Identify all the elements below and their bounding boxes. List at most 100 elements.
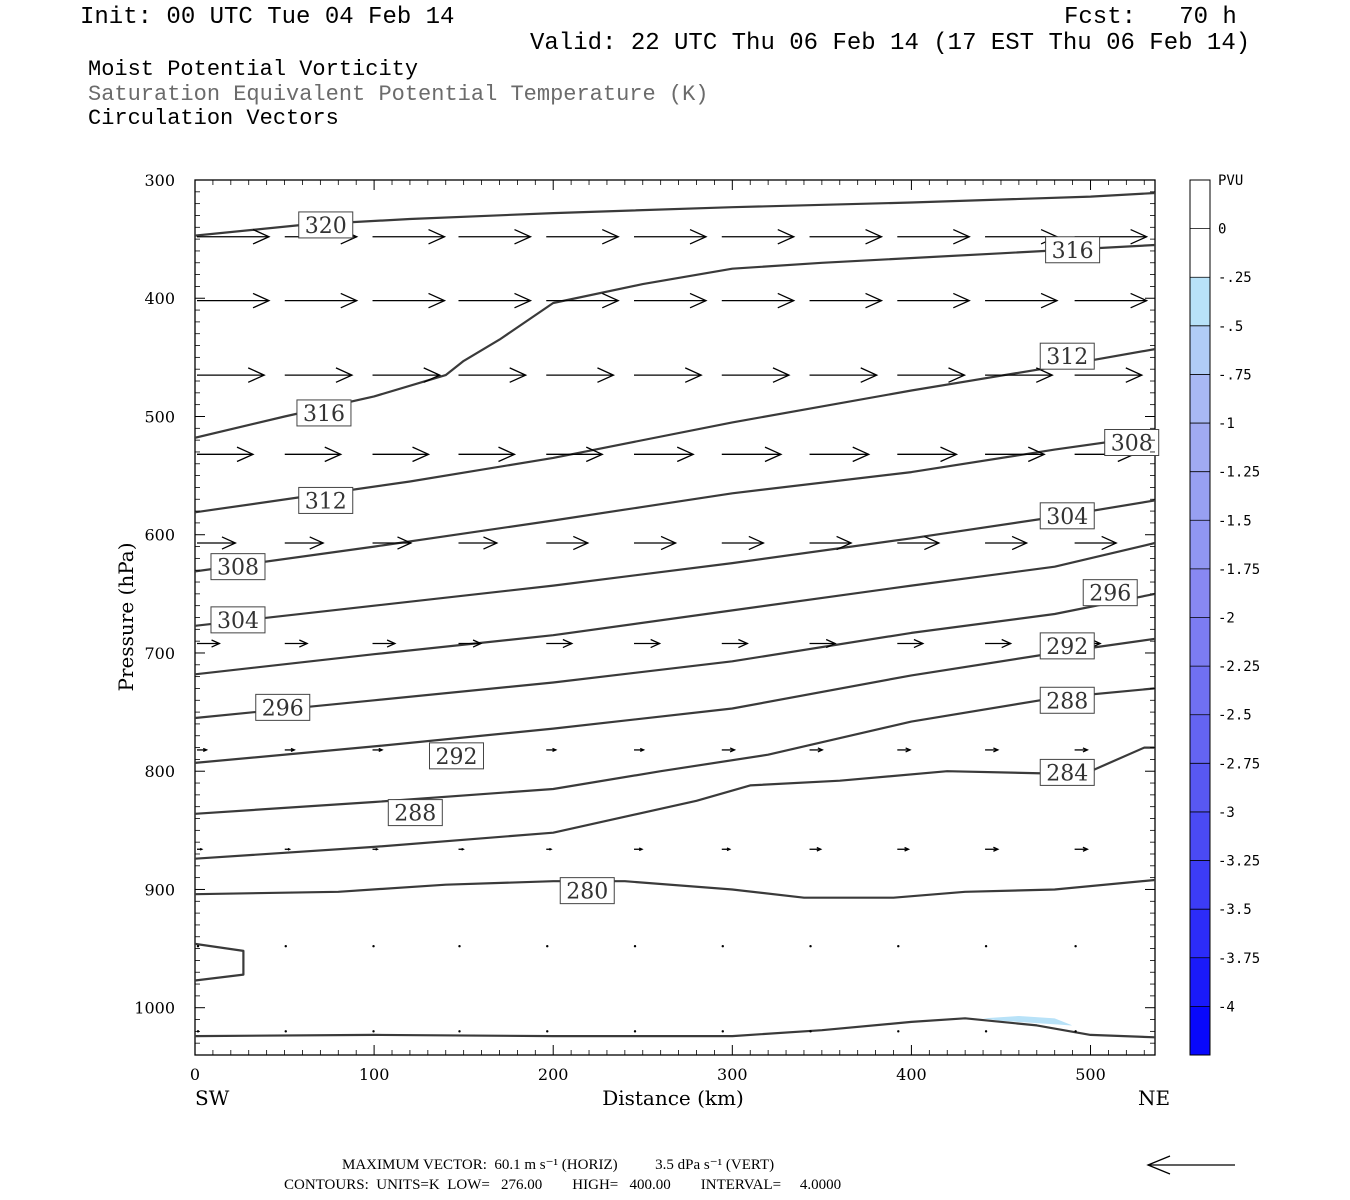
contour-label: 320 [298, 211, 354, 239]
theta-es-contour-304 [195, 499, 1155, 627]
vector-head [993, 846, 1000, 852]
circulation-vector [721, 367, 791, 383]
circulation-vector [809, 638, 837, 649]
theta-es-contour-288 [195, 687, 1155, 815]
circulation-vector [546, 446, 604, 463]
vector-head [412, 446, 431, 463]
vector-head [764, 446, 783, 463]
vector-head [825, 638, 837, 649]
circulation-vector [1074, 292, 1149, 309]
reference-vector-head [1146, 1155, 1171, 1175]
circulation-vector [546, 535, 590, 551]
circulation-vector [284, 945, 287, 948]
circulation-vector [546, 847, 553, 851]
contour-label-text: 312 [1046, 345, 1088, 370]
circulation-vector [897, 228, 971, 245]
vector-head [689, 228, 708, 245]
vector-head [287, 847, 292, 851]
circulation-vector [458, 1030, 461, 1033]
colorbar-label: -2.5 [1218, 708, 1252, 724]
circulation-vector [197, 747, 209, 753]
colorbar-label: -1.75 [1218, 562, 1260, 578]
vector-head [729, 747, 737, 753]
contour-label-text: 312 [305, 489, 347, 514]
contour-label-text: 296 [1089, 582, 1131, 607]
vector-head [236, 446, 255, 463]
contour-label: 288 [387, 799, 443, 827]
vector-head [953, 292, 971, 309]
contour-label-box [255, 693, 311, 721]
colorbar-swatch [1190, 763, 1210, 813]
vector-head [726, 847, 732, 852]
vector-head [993, 747, 1000, 753]
circulation-vector [372, 536, 413, 550]
x-tick-label: 300 [717, 1065, 748, 1084]
colorbar-swatch [1190, 811, 1210, 862]
colorbar-label: 0 [1218, 222, 1226, 238]
colorbar-swatch [1190, 228, 1210, 278]
vector-head [777, 228, 796, 245]
colorbar-label: -1.5 [1218, 513, 1252, 529]
circulation-vector [809, 535, 853, 551]
vector-head [423, 367, 442, 383]
max-vector-note: MAXIMUM VECTOR: 60.1 m s⁻¹ (HORIZ) 3.5 d… [342, 1157, 775, 1173]
contour-label: 316 [296, 399, 352, 427]
circulation-vector [197, 446, 255, 463]
vector-head [676, 446, 695, 463]
colorbar-label: -4 [1218, 999, 1235, 1015]
circulation-vector [634, 638, 662, 649]
contour-label-text: 280 [566, 880, 608, 905]
vector-head [514, 228, 533, 245]
circulation-vector [1074, 846, 1089, 852]
contour-label: 292 [1039, 632, 1095, 660]
circulation-vector [458, 536, 499, 550]
vector-head [748, 535, 765, 551]
vector-head [1125, 367, 1144, 383]
vector-head [638, 847, 644, 852]
circulation-vector [985, 638, 1013, 649]
circulation-vector [458, 292, 533, 309]
circulation-vector [809, 846, 823, 852]
y-tick-label: 600 [144, 526, 175, 545]
contour-label-box [296, 399, 352, 427]
vector-head [1035, 367, 1054, 383]
contour-label-box [1104, 429, 1160, 456]
colorbar-title: PVU [1218, 173, 1243, 189]
pv-shade-region [983, 1015, 1073, 1026]
vector-head [509, 367, 528, 383]
vector-head [428, 228, 447, 245]
circulation-vector [634, 292, 708, 309]
contour-label-text: 320 [305, 214, 347, 239]
colorbar-label: -.75 [1218, 367, 1252, 383]
circulation-vector [897, 747, 912, 753]
circulation-vector [633, 945, 637, 948]
colorbar-swatch [1190, 520, 1210, 570]
vector-head [905, 747, 912, 753]
vector-head [498, 446, 517, 463]
circulation-vector [634, 228, 708, 245]
circulation-vector [458, 228, 533, 245]
vector-head [1082, 747, 1089, 753]
circulation-vector [984, 1030, 988, 1033]
circulation-vector [546, 228, 620, 245]
vector-head [601, 228, 620, 245]
circulation-vector [546, 638, 574, 649]
circulation-vector [372, 747, 384, 753]
circulation-vector [284, 1030, 287, 1033]
circulation-vector [284, 446, 343, 463]
circulation-vector [1074, 367, 1144, 383]
circulation-vector [458, 367, 528, 383]
vector-head [386, 639, 397, 648]
circulation-vector [372, 639, 397, 648]
circulation-vector [721, 847, 732, 852]
contour-label: 304 [210, 606, 266, 634]
vector-head [816, 846, 823, 852]
vector-head [309, 536, 325, 550]
vector-head [221, 536, 237, 550]
vector-head [552, 747, 558, 753]
contour-label: 312 [1039, 342, 1095, 370]
colorbar-swatch [1190, 860, 1210, 910]
circulation-vector [372, 847, 379, 851]
x-tick-label: 400 [896, 1065, 927, 1084]
colorbar-swatch [1190, 568, 1210, 618]
